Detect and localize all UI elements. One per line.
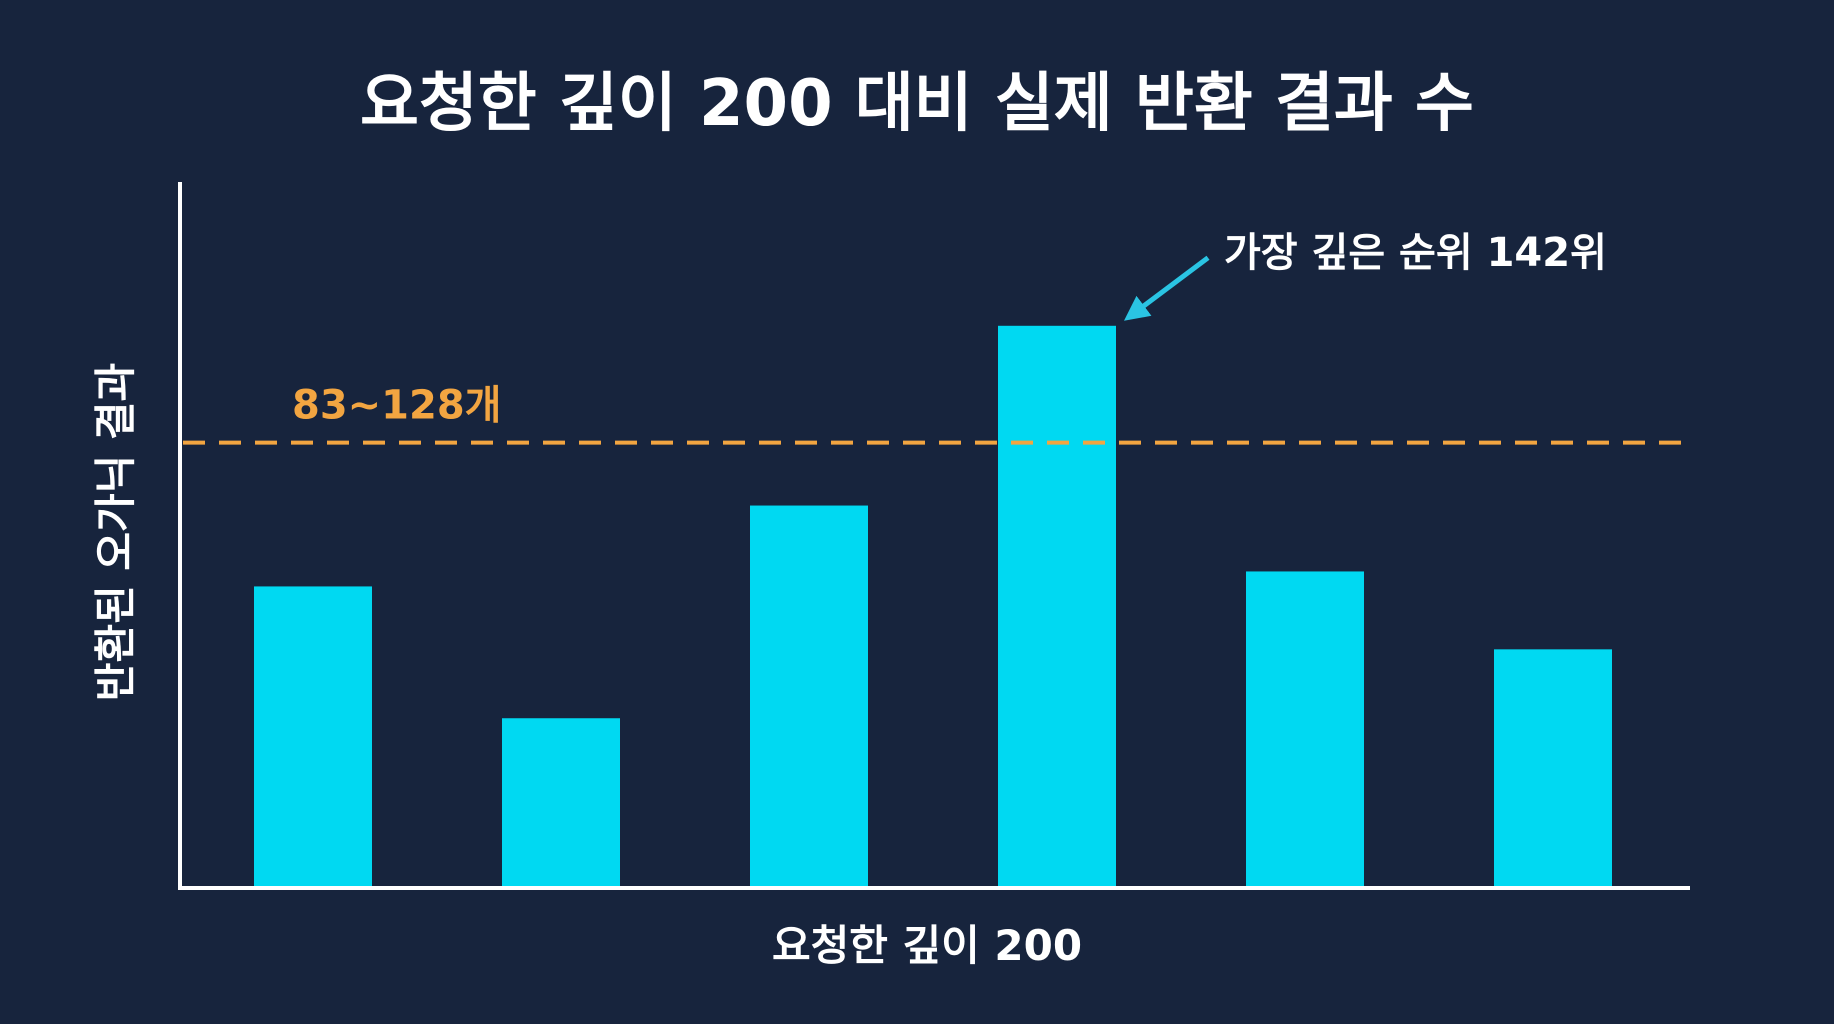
- y-axis-label: 반환된 오가닉 결과: [91, 363, 140, 701]
- reference-line-label: 83~128개: [292, 383, 501, 429]
- annotation-label: 가장 깊은 순위 142위: [1224, 230, 1607, 276]
- bar-2: [502, 718, 620, 886]
- chart-title: 요청한 깊이 200 대비 실제 반환 결과 수: [360, 67, 1474, 141]
- bar-4: [998, 325, 1116, 886]
- bar-1: [254, 586, 372, 886]
- bar-3: [750, 505, 868, 886]
- annotation-arrow: [1124, 255, 1210, 321]
- bar-5: [1246, 571, 1364, 886]
- x-axis-label: 요청한 깊이 200: [772, 921, 1082, 970]
- bars-group: [254, 325, 1612, 886]
- bar-6: [1494, 649, 1612, 886]
